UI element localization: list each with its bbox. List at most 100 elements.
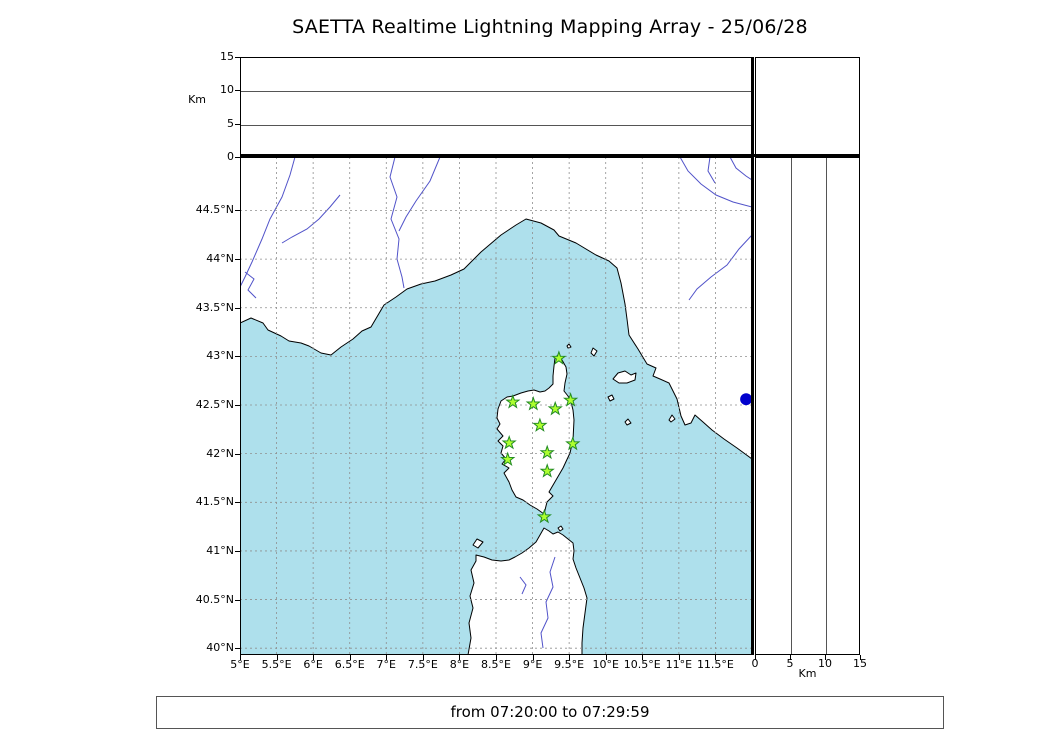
lon-tick-label: 7°E (376, 658, 396, 671)
altitude-tick-mark (235, 123, 240, 125)
lon-tick-label: 11.5°E (696, 658, 734, 671)
altitude-tick-mark (235, 90, 240, 92)
river (244, 271, 257, 299)
river (398, 157, 441, 232)
river (707, 157, 716, 184)
lon-tick-label: 7.5°E (407, 658, 438, 671)
lon-tick-mark (569, 655, 571, 660)
altitude-gridline (241, 91, 751, 93)
right-panel-gridline (791, 158, 792, 654)
lon-tick-label: 8°E (449, 658, 470, 671)
lat-tick-label: 41°N (206, 543, 234, 557)
lon-tick-mark (642, 655, 644, 660)
lat-tick-label: 40°N (206, 641, 234, 655)
map-canvas (240, 157, 752, 655)
lon-tick-mark (678, 655, 680, 660)
right-km-tick-label: 0 (751, 657, 759, 670)
lat-tick-label: 43°N (206, 349, 234, 363)
altitude-tick-label: 0 (227, 150, 234, 163)
right-km-tick-label: 5 (786, 657, 794, 670)
altitude-vs-latitude-panel (755, 157, 860, 655)
lat-tick-mark (235, 405, 240, 407)
river (679, 157, 752, 208)
altitude-vs-longitude-panel (240, 57, 752, 157)
lat-tick-label: 43.5°N (195, 300, 234, 314)
lat-tick-mark (235, 599, 240, 601)
lon-tick-label: 9°E (522, 658, 543, 671)
lon-tick-mark (605, 655, 607, 660)
time-range-status: from 07:20:00 to 07:29:59 (156, 696, 944, 729)
lon-tick-mark (313, 655, 315, 660)
map-panel (240, 157, 752, 655)
lon-tick-label: 5.5°E (261, 658, 292, 671)
lon-tick-mark (276, 655, 278, 660)
lat-tick-label: 42°N (206, 446, 234, 460)
altitude-axis-unit-label: Km (188, 93, 206, 106)
right-km-tick-mark (825, 655, 826, 660)
right-km-tick-mark (755, 655, 756, 660)
island-corsica (496, 354, 575, 515)
lat-tick-label: 44°N (206, 252, 234, 266)
lat-tick-mark (235, 307, 240, 309)
island-pianosa (607, 394, 615, 402)
station-star-marker (532, 417, 548, 432)
station-star-marker (505, 394, 521, 409)
station-star-marker (547, 400, 563, 416)
lon-tick-label: 10.5°E (623, 658, 661, 671)
lat-tick-mark (235, 453, 240, 455)
station-star-marker (539, 463, 555, 478)
altitude-tick-label: 10 (220, 83, 234, 97)
lon-tick-mark (715, 655, 717, 660)
right-km-tick-mark (860, 655, 861, 660)
altitude-zero-axis-vertical (751, 57, 754, 655)
lon-tick-label: 6°E (303, 658, 323, 671)
river (389, 157, 405, 289)
river (540, 556, 556, 649)
lon-tick-mark (532, 655, 534, 660)
altitude-tick-mark (235, 57, 240, 58)
map-gridlines (240, 157, 752, 655)
island-giraglia (566, 343, 572, 349)
right-km-tick-mark (790, 655, 791, 660)
station-star-marker (565, 435, 581, 451)
lat-tick-mark (235, 259, 240, 261)
lat-tick-mark (235, 210, 240, 212)
river (240, 157, 296, 288)
altitude-tick-mark (235, 157, 240, 158)
lon-tick-label: 6.5°E (334, 658, 365, 671)
island-capraia (590, 347, 598, 357)
lat-tick-label: 42.5°N (195, 398, 234, 412)
altitude-zero-axis-horizontal (240, 154, 860, 157)
station-star-marker (539, 444, 555, 460)
lon-tick-label: 5°E (230, 658, 250, 671)
page-title: SAETTA Realtime Lightning Mapping Array … (292, 16, 808, 38)
right-km-tick-label: 10 (818, 657, 832, 670)
lon-tick-label: 10°E (592, 658, 619, 671)
corner-panel (755, 57, 860, 157)
lon-tick-mark (240, 655, 241, 660)
island-montecristo (624, 418, 632, 426)
island-sardinia (467, 527, 588, 655)
island-giglio (668, 414, 676, 423)
map-overlay (740, 393, 752, 406)
station-star-marker (525, 396, 541, 411)
lat-tick-mark (235, 502, 240, 504)
lon-tick-label: 8.5°E (481, 658, 511, 671)
island-asinara (472, 538, 484, 549)
station-star-marker (536, 508, 552, 524)
lon-tick-label: 9.5°E (554, 658, 585, 671)
right-axis-unit-label: Km (798, 667, 817, 680)
lat-tick-mark (235, 550, 240, 552)
river (729, 157, 752, 181)
lon-tick-mark (459, 655, 461, 660)
altitude-gridline (241, 124, 751, 126)
altitude-tick-label: 5 (227, 116, 234, 130)
lat-tick-label: 41.5°N (195, 495, 234, 509)
lon-tick-mark (422, 655, 424, 660)
right-km-tick-label: 15 (853, 657, 867, 670)
altitude-tick-label: 15 (220, 50, 234, 63)
station-star-marker (562, 392, 579, 407)
river (281, 194, 341, 244)
lightning-source-dot (740, 393, 752, 406)
